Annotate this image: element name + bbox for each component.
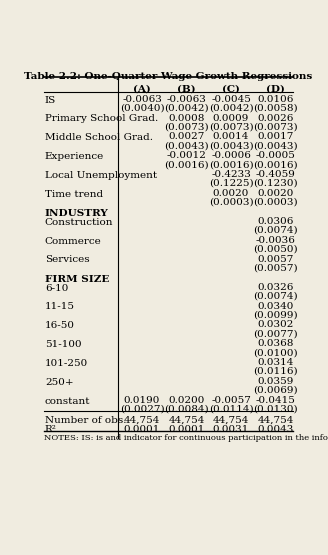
Text: 101-250: 101-250 bbox=[45, 359, 88, 368]
Text: Experience: Experience bbox=[45, 152, 104, 161]
Text: 0.0008: 0.0008 bbox=[168, 114, 205, 123]
Text: FIRM SIZE: FIRM SIZE bbox=[45, 275, 109, 284]
Text: Number of obs.: Number of obs. bbox=[45, 416, 126, 425]
Text: (0.1225): (0.1225) bbox=[209, 179, 253, 188]
Text: 11-15: 11-15 bbox=[45, 302, 75, 311]
Text: 250+: 250+ bbox=[45, 378, 73, 387]
Text: 51-100: 51-100 bbox=[45, 340, 81, 349]
Text: (0.0042): (0.0042) bbox=[209, 104, 253, 113]
Text: (0.0073): (0.0073) bbox=[164, 123, 209, 132]
Text: -0.0057: -0.0057 bbox=[211, 396, 251, 405]
Text: (0.0040): (0.0040) bbox=[120, 104, 164, 113]
Text: -0.4059: -0.4059 bbox=[256, 170, 296, 179]
Text: (0.0100): (0.0100) bbox=[253, 348, 298, 357]
Text: Time trend: Time trend bbox=[45, 190, 103, 199]
Text: R²: R² bbox=[45, 425, 57, 434]
Text: 0.0043: 0.0043 bbox=[257, 425, 294, 433]
Text: Local Unemployment: Local Unemployment bbox=[45, 171, 157, 180]
Text: (0.0114): (0.0114) bbox=[209, 405, 253, 413]
Text: constant: constant bbox=[45, 396, 90, 406]
Text: (0.0016): (0.0016) bbox=[209, 160, 253, 169]
Text: 0.0190: 0.0190 bbox=[124, 396, 160, 405]
Text: 0.0031: 0.0031 bbox=[213, 425, 249, 433]
Text: 0.0057: 0.0057 bbox=[257, 255, 294, 264]
Text: Table 2.2: One-Quarter Wage Growth Regressions: Table 2.2: One-Quarter Wage Growth Regre… bbox=[24, 72, 312, 80]
Text: (0.0016): (0.0016) bbox=[164, 160, 209, 169]
Text: (0.0074): (0.0074) bbox=[253, 226, 298, 235]
Text: 0.0014: 0.0014 bbox=[213, 133, 249, 142]
Text: (0.0116): (0.0116) bbox=[253, 367, 298, 376]
Text: (A): (A) bbox=[133, 84, 151, 94]
Text: (0.0043): (0.0043) bbox=[164, 142, 209, 150]
Text: Construction: Construction bbox=[45, 218, 113, 227]
Text: 0.0340: 0.0340 bbox=[257, 302, 294, 311]
Text: Commerce: Commerce bbox=[45, 236, 102, 246]
Text: (0.0057): (0.0057) bbox=[253, 264, 298, 273]
Text: 0.0314: 0.0314 bbox=[257, 358, 294, 367]
Text: -0.0006: -0.0006 bbox=[211, 151, 251, 160]
Text: -0.0415: -0.0415 bbox=[256, 396, 296, 405]
Text: -0.0063: -0.0063 bbox=[167, 95, 206, 104]
Text: -0.0063: -0.0063 bbox=[122, 95, 162, 104]
Text: (0.1230): (0.1230) bbox=[253, 179, 298, 188]
Text: 44,754: 44,754 bbox=[213, 415, 249, 425]
Text: (0.0073): (0.0073) bbox=[209, 123, 253, 132]
Text: -0.4233: -0.4233 bbox=[211, 170, 251, 179]
Text: -0.0045: -0.0045 bbox=[211, 95, 251, 104]
Text: (0.0003): (0.0003) bbox=[209, 198, 253, 207]
Text: (0.0074): (0.0074) bbox=[253, 292, 298, 301]
Text: (0.0073): (0.0073) bbox=[253, 123, 298, 132]
Text: INDUSTRY: INDUSTRY bbox=[45, 209, 109, 218]
Text: (0.0077): (0.0077) bbox=[253, 330, 298, 339]
Text: 0.0020: 0.0020 bbox=[257, 189, 294, 198]
Text: 0.0001: 0.0001 bbox=[124, 425, 160, 433]
Text: IS: IS bbox=[45, 95, 56, 105]
Text: 16-50: 16-50 bbox=[45, 321, 75, 330]
Text: (D): (D) bbox=[266, 84, 285, 94]
Text: 0.0026: 0.0026 bbox=[257, 114, 294, 123]
Text: 0.0106: 0.0106 bbox=[257, 95, 294, 104]
Text: (0.0084): (0.0084) bbox=[164, 405, 209, 413]
Text: (0.0058): (0.0058) bbox=[253, 104, 298, 113]
Text: (0.0069): (0.0069) bbox=[253, 386, 298, 395]
Text: (0.0016): (0.0016) bbox=[253, 160, 298, 169]
Text: NOTES: IS: is and indicator for continuous participation in the informal sector.: NOTES: IS: is and indicator for continuo… bbox=[44, 433, 328, 442]
Text: (0.0130): (0.0130) bbox=[253, 405, 298, 413]
Text: 0.0326: 0.0326 bbox=[257, 283, 294, 292]
Text: (0.0050): (0.0050) bbox=[253, 245, 298, 254]
Text: 0.0200: 0.0200 bbox=[168, 396, 205, 405]
Text: 44,754: 44,754 bbox=[257, 415, 294, 425]
Text: -0.0036: -0.0036 bbox=[256, 236, 296, 245]
Text: 0.0368: 0.0368 bbox=[257, 339, 294, 348]
Text: 0.0020: 0.0020 bbox=[213, 189, 249, 198]
Text: 0.0302: 0.0302 bbox=[257, 320, 294, 330]
Text: (C): (C) bbox=[222, 84, 240, 94]
Text: Services: Services bbox=[45, 255, 90, 265]
Text: -0.0012: -0.0012 bbox=[167, 151, 206, 160]
Text: 44,754: 44,754 bbox=[124, 415, 160, 425]
Text: (0.0027): (0.0027) bbox=[120, 405, 164, 413]
Text: 44,754: 44,754 bbox=[168, 415, 205, 425]
Text: 0.0306: 0.0306 bbox=[257, 217, 294, 226]
Text: 0.0009: 0.0009 bbox=[213, 114, 249, 123]
Text: (0.0003): (0.0003) bbox=[253, 198, 298, 207]
Text: -0.0005: -0.0005 bbox=[256, 151, 296, 160]
Text: 0.0359: 0.0359 bbox=[257, 377, 294, 386]
Text: Middle School Grad.: Middle School Grad. bbox=[45, 133, 153, 142]
Text: (0.0099): (0.0099) bbox=[253, 311, 298, 320]
Text: 0.0017: 0.0017 bbox=[257, 133, 294, 142]
Text: 0.0027: 0.0027 bbox=[168, 133, 205, 142]
Text: (B): (B) bbox=[177, 84, 196, 94]
Text: 6-10: 6-10 bbox=[45, 284, 68, 292]
Text: (0.0043): (0.0043) bbox=[253, 142, 298, 150]
Text: (0.0043): (0.0043) bbox=[209, 142, 253, 150]
Text: Primary School Grad.: Primary School Grad. bbox=[45, 114, 158, 123]
Text: (0.0042): (0.0042) bbox=[164, 104, 209, 113]
Text: 0.0001: 0.0001 bbox=[168, 425, 205, 433]
